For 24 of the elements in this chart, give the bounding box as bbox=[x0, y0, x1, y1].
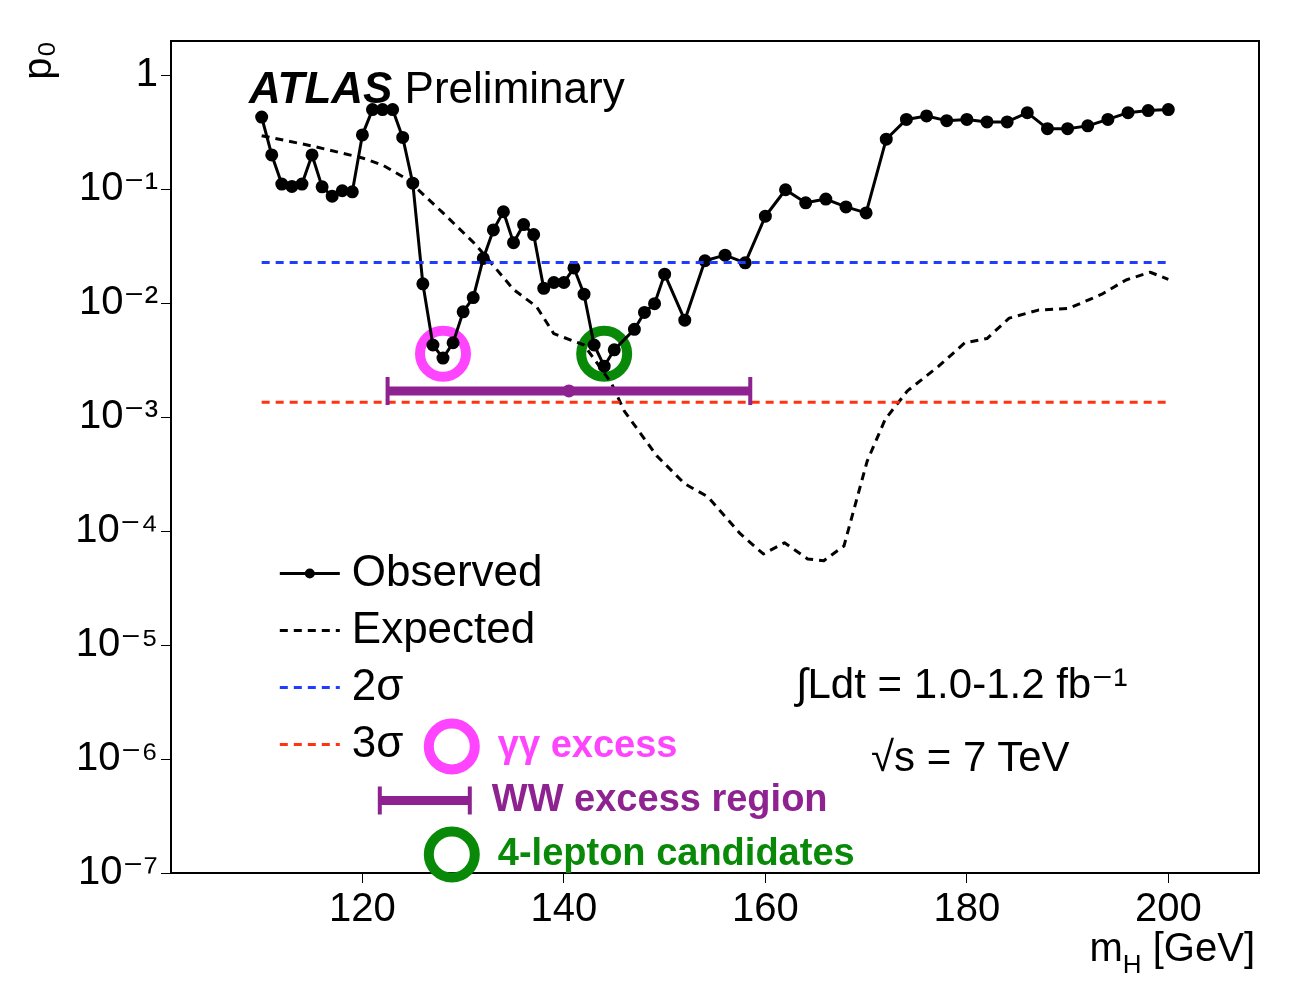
annotation: ∫Ldt = 1.0-1.2 fb⁻¹ bbox=[794, 660, 1128, 707]
y-tick-label: 10⁻³ bbox=[79, 392, 158, 437]
y-tick-label: 10⁻⁴ bbox=[75, 506, 158, 551]
y-tick-label: 1 bbox=[135, 50, 158, 95]
y-tick-label: 10⁻² bbox=[79, 278, 158, 323]
x-tick-label: 120 bbox=[329, 885, 396, 930]
x-tick-label: 200 bbox=[1134, 885, 1202, 930]
annotation: ATLAS Preliminary bbox=[248, 63, 625, 112]
legend-label: 2σ bbox=[351, 659, 404, 709]
legend-label: Expected bbox=[351, 602, 536, 652]
legend-label: Observed bbox=[351, 545, 543, 595]
y-axis-title: p₀ bbox=[15, 40, 59, 80]
y-tick-label: 10⁻⁵ bbox=[75, 620, 158, 665]
legend-label: WW excess region bbox=[491, 776, 828, 819]
x-tick-label: 140 bbox=[530, 885, 598, 930]
legend-label: γγ excess bbox=[497, 722, 678, 765]
y-tick-label: 10⁻¹ bbox=[79, 164, 158, 209]
legend-label: 4-lepton candidates bbox=[497, 830, 855, 873]
x-tick-label: 180 bbox=[933, 885, 1001, 930]
annotation: √s = 7 TeV bbox=[871, 733, 1070, 780]
x-tick-label: 160 bbox=[732, 885, 799, 930]
y-tick-label: 10⁻⁷ bbox=[77, 848, 158, 893]
legend-label: 3σ bbox=[351, 716, 404, 766]
y-tick-label: 10⁻⁶ bbox=[75, 734, 158, 779]
